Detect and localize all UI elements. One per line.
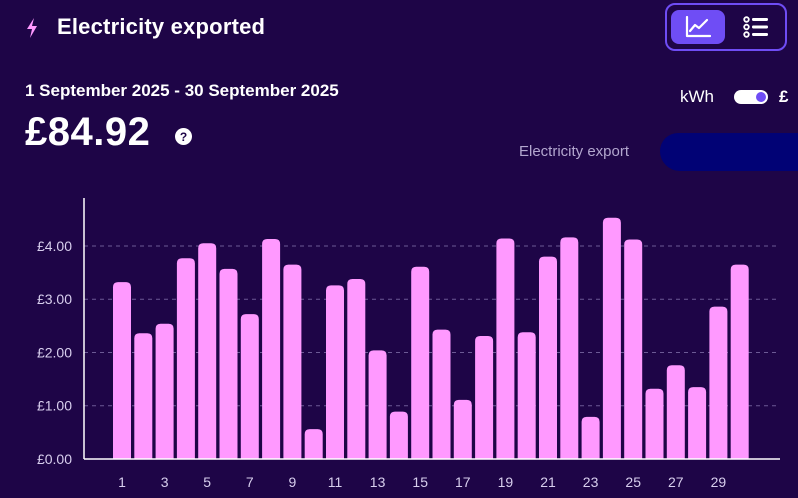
- bar-day-2: [134, 333, 153, 459]
- bar-day-20: [517, 332, 536, 459]
- date-range: 1 September 2025 - 30 September 2025: [25, 81, 339, 100]
- bar-day-14: [389, 411, 408, 459]
- y-tick-label: £4.00: [37, 238, 72, 254]
- unit-gbp-label: £: [779, 87, 789, 106]
- x-tick-label: 7: [246, 474, 254, 490]
- total-amount: £84.92: [25, 110, 151, 154]
- y-tick-label: £3.00: [37, 291, 72, 307]
- line-chart-icon: [685, 16, 711, 38]
- bar-day-22: [560, 237, 579, 459]
- bar-day-5: [198, 243, 217, 459]
- list-icon: [743, 16, 768, 38]
- y-tick-label: £1.00: [37, 398, 72, 414]
- bar-day-10: [304, 429, 323, 459]
- x-tick-label: 21: [540, 474, 556, 490]
- bar-day-25: [624, 239, 643, 459]
- bar-day-7: [240, 314, 259, 459]
- bar-day-15: [411, 266, 430, 459]
- legend-label: Electricity export: [519, 143, 630, 160]
- bar-day-13: [368, 350, 387, 459]
- bar-day-28: [688, 387, 707, 459]
- y-tick-label: £0.00: [37, 451, 72, 467]
- x-tick-label: 17: [455, 474, 471, 490]
- x-tick-label: 25: [625, 474, 641, 490]
- bar-day-17: [453, 399, 472, 459]
- redacted-area: [660, 133, 798, 171]
- x-tick-label: 9: [289, 474, 297, 490]
- y-tick-label: £2.00: [37, 344, 72, 360]
- x-tick-label: 29: [711, 474, 727, 490]
- x-tick-label: 23: [583, 474, 599, 490]
- view-toggle: [665, 3, 787, 51]
- bar-day-8: [262, 239, 281, 459]
- bar-day-27: [666, 365, 685, 459]
- help-icon[interactable]: ?: [175, 128, 192, 145]
- unit-kwh-label: kWh: [680, 87, 714, 106]
- unit-toggle-switch[interactable]: [734, 90, 768, 104]
- bar-day-1: [113, 282, 131, 459]
- x-tick-label: 1: [118, 474, 126, 490]
- x-tick-label: 11: [328, 474, 343, 490]
- bar-day-18: [475, 335, 494, 459]
- x-tick-label: 15: [412, 474, 428, 490]
- unit-toggle-knob: [756, 92, 766, 102]
- bar-day-3: [155, 323, 174, 459]
- bolt-icon: [27, 18, 37, 38]
- bar-day-26: [645, 388, 664, 459]
- header: Electricity exported: [0, 0, 798, 56]
- bar-day-6: [219, 268, 238, 459]
- bar-day-19: [496, 238, 515, 459]
- bar-day-23: [581, 416, 600, 459]
- bar-day-11: [326, 285, 344, 459]
- bar-day-4: [176, 258, 195, 459]
- x-tick-label: 19: [498, 474, 514, 490]
- list-view-button[interactable]: [729, 10, 783, 44]
- bar-chart: £0.00£1.00£2.00£3.00£4.001 3 5 7 9 11 13 15 17 19…: [37, 198, 780, 490]
- bar-day-21: [539, 256, 557, 459]
- bar-day-24: [602, 217, 621, 459]
- bar-day-16: [432, 329, 451, 459]
- x-tick-label: 3: [161, 474, 169, 490]
- bar-day-30: [730, 264, 749, 459]
- bar-day-9: [283, 264, 302, 459]
- x-tick-label: 5: [203, 474, 211, 490]
- x-tick-label: 27: [668, 474, 684, 490]
- page-title: Electricity exported: [57, 14, 266, 39]
- chart-view-button[interactable]: [671, 10, 725, 44]
- x-tick-label: 13: [370, 474, 386, 490]
- bar-day-12: [347, 278, 366, 459]
- bar-day-29: [709, 306, 728, 459]
